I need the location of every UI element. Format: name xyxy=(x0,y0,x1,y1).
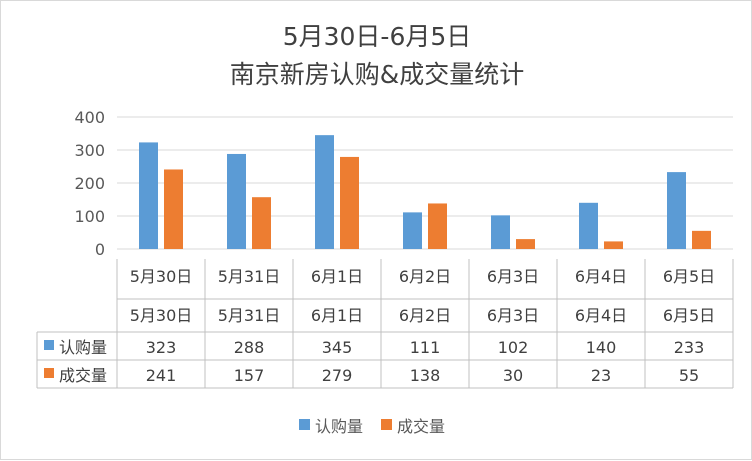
table-value-cell: 23 xyxy=(591,366,611,385)
x-tick-label: 6月2日 xyxy=(399,267,451,286)
table-header-cell: 6月3日 xyxy=(487,306,539,325)
chart-subtitle: 南京新房认购&成交量统计 xyxy=(230,60,525,89)
table-value-cell: 102 xyxy=(498,338,529,357)
legend: 认购量 成交量 xyxy=(299,417,445,436)
table-value-cell: 111 xyxy=(410,338,441,357)
table-value-cell: 30 xyxy=(503,366,523,385)
y-tick-label: 300 xyxy=(74,141,105,160)
table-value-cell: 323 xyxy=(146,338,177,357)
table-header-cell: 6月2日 xyxy=(399,306,451,325)
table-header-cell: 6月5日 xyxy=(663,306,715,325)
y-axis: 0 100 200 300 400 xyxy=(74,108,105,259)
data-table: 5月30日 5月30日 323 241 5月31日 5月31日 288 157 6月1日 6月1日… xyxy=(36,259,734,389)
table-header-cell: 6月4日 xyxy=(575,306,627,325)
table-value-cell: 138 xyxy=(410,366,441,385)
bar-transaction xyxy=(516,239,535,249)
x-tick-label: 6月4日 xyxy=(575,267,627,286)
bar-transaction xyxy=(340,156,359,249)
bar-transaction xyxy=(164,169,183,249)
y-tick-label: 100 xyxy=(74,207,105,226)
table-header-cell: 5月31日 xyxy=(218,306,281,325)
bar-subscription xyxy=(403,212,422,249)
bar-subscription xyxy=(667,172,686,249)
bar-transaction xyxy=(252,197,271,249)
table-series-key xyxy=(44,340,54,350)
bar-subscription xyxy=(139,142,158,249)
chart-title: 5月30日-6月5日 xyxy=(283,22,472,51)
bar-transaction xyxy=(692,230,711,249)
y-tick-label: 0 xyxy=(95,240,105,259)
table-value-cell: 279 xyxy=(322,366,353,385)
y-tick-label: 200 xyxy=(74,174,105,193)
bar-subscription xyxy=(579,202,598,249)
bar-subscription xyxy=(315,135,334,249)
bar-transaction xyxy=(604,241,623,249)
x-tick-label: 6月5日 xyxy=(663,267,715,286)
table-header-cell: 6月1日 xyxy=(311,306,363,325)
table-header-cell: 5月30日 xyxy=(130,306,193,325)
bar-subscription xyxy=(491,215,510,249)
x-tick-label: 6月3日 xyxy=(487,267,539,286)
legend-label: 成交量 xyxy=(397,417,445,436)
y-tick-label: 400 xyxy=(74,108,105,127)
x-tick-label: 6月1日 xyxy=(311,267,363,286)
table-series-label: 认购量 xyxy=(59,338,107,357)
legend-swatch xyxy=(381,419,392,430)
bar-transaction xyxy=(428,203,447,249)
x-tick-label: 5月30日 xyxy=(130,267,193,286)
gridlines xyxy=(117,116,733,250)
legend-swatch xyxy=(299,419,310,430)
table-value-cell: 140 xyxy=(586,338,617,357)
table-value-cell: 55 xyxy=(679,366,699,385)
table-series-key xyxy=(44,368,54,378)
table-value-cell: 288 xyxy=(234,338,265,357)
table-value-cell: 345 xyxy=(322,338,353,357)
x-tick-label: 5月31日 xyxy=(218,267,281,286)
bars xyxy=(139,135,711,249)
bar-subscription xyxy=(227,153,246,249)
table-value-cell: 233 xyxy=(674,338,705,357)
table-series-label: 成交量 xyxy=(59,366,107,385)
legend-label: 认购量 xyxy=(315,417,363,436)
table-value-cell: 241 xyxy=(146,366,177,385)
table-value-cell: 157 xyxy=(234,366,265,385)
